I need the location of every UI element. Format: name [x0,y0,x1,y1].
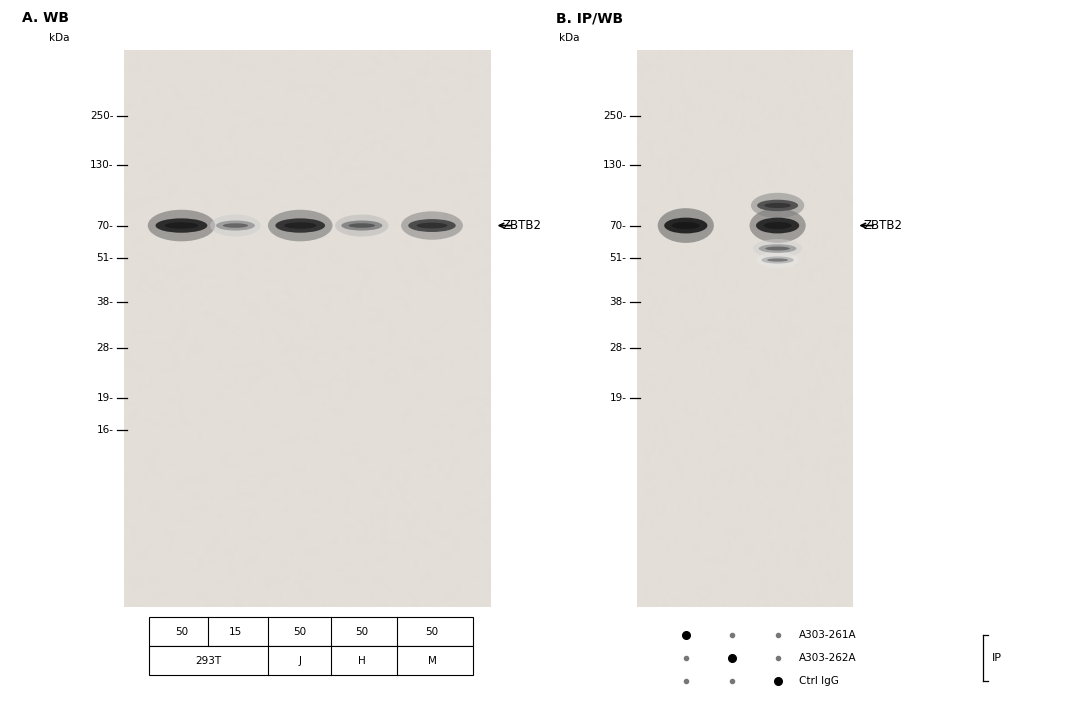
Ellipse shape [672,222,700,229]
Bar [124,50,491,607]
Text: 70-: 70- [96,220,113,230]
Text: 250-: 250- [603,111,626,121]
Text: 70-: 70- [609,220,626,230]
Ellipse shape [216,220,255,230]
Text: 28-: 28- [96,343,113,353]
Text: 130-: 130- [90,160,113,170]
Text: ZBTB2: ZBTB2 [502,219,541,232]
Text: 38-: 38- [96,297,113,307]
Text: 16-: 16- [96,425,113,435]
Ellipse shape [417,223,447,228]
Ellipse shape [275,218,325,233]
Bar [149,617,473,646]
Text: 51-: 51- [96,253,113,263]
Text: 250-: 250- [90,111,113,121]
Ellipse shape [164,223,199,229]
Text: A303-261A: A303-261A [799,630,856,640]
Ellipse shape [408,219,456,232]
Ellipse shape [268,210,333,241]
Ellipse shape [222,223,248,228]
Ellipse shape [658,208,714,243]
Text: A. WB: A. WB [22,11,69,25]
Text: 15: 15 [229,627,242,637]
Ellipse shape [757,200,798,211]
Ellipse shape [341,220,382,230]
Text: Ctrl IgG: Ctrl IgG [799,676,839,686]
Bar [637,50,853,607]
Ellipse shape [750,208,806,243]
Ellipse shape [764,222,792,229]
Ellipse shape [349,223,375,228]
Ellipse shape [211,215,260,237]
Ellipse shape [335,215,389,237]
Text: 130-: 130- [603,160,626,170]
Ellipse shape [756,218,799,233]
Ellipse shape [284,223,316,229]
Text: 19-: 19- [96,393,113,403]
Bar [149,646,473,675]
Ellipse shape [767,258,788,261]
Text: kDa: kDa [559,33,580,43]
Text: H: H [357,656,366,666]
Text: A303-262A: A303-262A [799,653,856,663]
Ellipse shape [756,252,799,268]
Text: ZBTB2: ZBTB2 [864,219,903,232]
Ellipse shape [148,210,215,241]
Ellipse shape [765,203,791,208]
Ellipse shape [766,246,789,251]
Text: M: M [428,656,436,666]
Ellipse shape [751,193,805,218]
Text: 28-: 28- [609,343,626,353]
Text: 293T: 293T [195,656,221,666]
Text: kDa: kDa [49,33,69,43]
Text: 51-: 51- [609,253,626,263]
Ellipse shape [761,256,794,264]
Text: J: J [299,656,301,666]
Text: 38-: 38- [609,297,626,307]
Ellipse shape [156,218,207,233]
Text: 50: 50 [175,627,188,637]
Ellipse shape [664,218,707,233]
Text: IP: IP [991,653,1001,663]
Text: 50: 50 [294,627,307,637]
Ellipse shape [401,211,463,240]
Text: B. IP/WB: B. IP/WB [556,11,623,25]
Text: 19-: 19- [609,393,626,403]
Text: 50: 50 [355,627,368,637]
Ellipse shape [753,239,802,258]
Text: 50: 50 [426,627,438,637]
Ellipse shape [759,244,797,253]
